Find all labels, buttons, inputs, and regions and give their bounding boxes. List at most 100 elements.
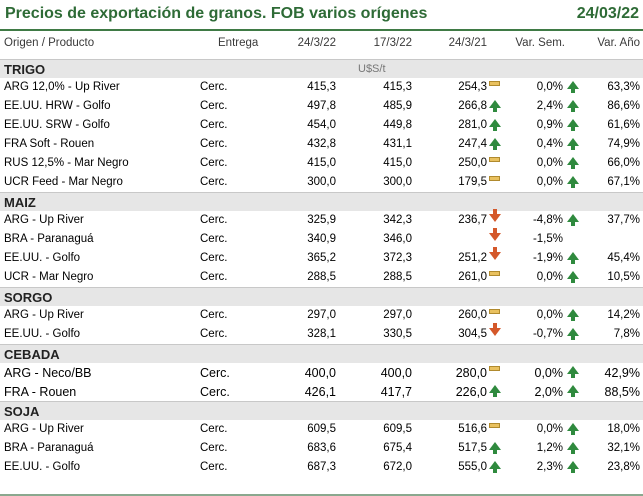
weekly-change: -0,7% [532, 328, 563, 340]
weekly-change: 0,0% [536, 157, 563, 169]
neutral-bar-icon [489, 309, 500, 314]
price-prev-week: 330,5 [383, 328, 412, 340]
section-header: SORGO [0, 287, 643, 306]
section-header: CEBADA [0, 344, 643, 363]
table-row: BRA - Paranaguá Cerc. 683,6 675,4 517,5 1,2% 3… [0, 439, 643, 458]
arrow-up-icon [567, 138, 579, 150]
delivery: Cerc. [200, 233, 228, 245]
neutral-bar-icon [489, 81, 500, 86]
yearly-change: 10,5% [607, 271, 640, 283]
price-current: 288,5 [307, 271, 336, 283]
delivery: Cerc. [200, 176, 228, 188]
weekly-change: 0,9% [536, 119, 563, 131]
price-current: 415,3 [307, 81, 336, 93]
price-prev-week: 431,1 [383, 138, 412, 150]
price-prev-week: 346,0 [383, 233, 412, 245]
price-current: 609,5 [307, 423, 336, 435]
price-current: 687,3 [307, 461, 336, 473]
yearly-change: 7,8% [613, 328, 640, 340]
weekly-change: 0,0% [536, 423, 563, 435]
product-name: EE.UU. - Golfo [4, 328, 81, 340]
arrow-up-icon [567, 157, 579, 169]
yearly-change: 32,1% [607, 442, 640, 454]
delivery: Cerc. [200, 157, 228, 169]
yearly-change: 37,7% [607, 214, 640, 226]
table-row: EE.UU. - Golfo Cerc. 365,2 372,3 251,2 -1,9% 4… [0, 247, 643, 268]
arrow-up-icon [567, 119, 579, 131]
header-weekly-change: Var. Sem. [515, 37, 565, 49]
weekly-change: 0,0% [536, 81, 563, 93]
price-prev-year: 247,4 [458, 138, 487, 150]
yearly-change: 88,5% [604, 385, 640, 399]
table-row: RUS 12,5% - Mar Negro Cerc. 415,0 415,0 250,… [0, 154, 643, 173]
weekly-change: 1,2% [536, 442, 563, 454]
price-table: TRIGO U$S/t ARG 12,0% - Up River Cerc. 415,3… [0, 59, 643, 477]
table-row: BRA - Paranaguá Cerc. 340,9 346,0 -1,5% [0, 228, 643, 249]
price-prev-week: 675,4 [383, 442, 412, 454]
arrow-up-icon [567, 461, 579, 473]
section-header: SOJA [0, 401, 643, 420]
header-date-2: 17/3/22 [373, 37, 412, 49]
section-name: TRIGO [4, 62, 46, 77]
table-row: ARG - Up River Cerc. 297,0 297,0 260,0 0,0% 14… [0, 306, 643, 325]
product-name: EE.UU. HRW - Golfo [4, 100, 111, 112]
weekly-change: 2,3% [536, 461, 563, 473]
price-prev-year: 266,8 [458, 100, 487, 112]
product-name: ARG 12,0% - Up River [4, 81, 120, 93]
bottom-divider [0, 494, 643, 496]
yearly-change: 23,8% [607, 461, 640, 473]
delivery: Cerc. [200, 252, 228, 264]
weekly-change: -4,8% [532, 214, 563, 226]
weekly-change: 0,0% [536, 271, 563, 283]
header-delivery: Entrega [218, 37, 259, 49]
header-date-3: 24/3/21 [448, 37, 487, 49]
price-current: 426,1 [304, 385, 336, 399]
delivery: Cerc. [200, 385, 230, 399]
section-name: SOJA [4, 404, 40, 419]
product-name: FRA - Rouen [4, 385, 77, 399]
arrow-up-icon [489, 461, 501, 473]
arrow-down-icon [489, 323, 501, 336]
price-prev-week: 485,9 [383, 100, 412, 112]
price-current: 297,0 [307, 309, 336, 321]
product-name: ARG - Up River [4, 423, 84, 435]
unit-label: U$S/t [358, 63, 386, 75]
yearly-change: 66,0% [607, 157, 640, 169]
arrow-up-icon [567, 81, 579, 93]
price-current: 683,6 [307, 442, 336, 454]
price-prev-week: 300,0 [383, 176, 412, 188]
yearly-change: 61,6% [607, 119, 640, 131]
arrow-up-icon [567, 366, 579, 378]
section-name: MAIZ [4, 195, 36, 210]
product-name: UCR - Mar Negro [4, 271, 94, 283]
weekly-change: 0,0% [534, 366, 564, 380]
arrow-up-icon [489, 385, 501, 397]
arrow-down-icon [489, 247, 501, 260]
product-name: ARG - Neco/BB [4, 366, 92, 380]
page-title: Precios de exportación de granos. FOB va… [5, 5, 428, 22]
neutral-bar-icon [489, 176, 500, 181]
product-name: EE.UU. - Golfo [4, 461, 81, 473]
arrow-up-icon [489, 100, 501, 112]
price-prev-week: 372,3 [383, 252, 412, 264]
table-row: ARG - Up River Cerc. 325,9 342,3 236,7 -4,8% 3… [0, 209, 643, 230]
table-row: FRA - Rouen Cerc. 426,1 417,7 226,0 2,0% 88,5% [0, 382, 643, 401]
header-yearly-change: Var. Año [597, 37, 640, 49]
product-name: EE.UU. - Golfo [4, 252, 81, 264]
price-prev-week: 288,5 [383, 271, 412, 283]
table-row: EE.UU. HRW - Golfo Cerc. 497,8 485,9 266,8 2,… [0, 97, 643, 116]
report-date: 24/03/22 [576, 5, 639, 22]
neutral-bar-icon [489, 366, 500, 371]
price-prev-year: 251,2 [458, 252, 487, 264]
delivery: Cerc. [200, 461, 228, 473]
price-current: 497,8 [307, 100, 336, 112]
yearly-change: 67,1% [607, 176, 640, 188]
price-prev-year: 250,0 [458, 157, 487, 169]
delivery: Cerc. [200, 138, 228, 150]
price-prev-week: 400,0 [380, 366, 412, 380]
table-row: ARG - Neco/BB Cerc. 400,0 400,0 280,0 0,0% 42,… [0, 363, 643, 382]
price-current: 328,1 [307, 328, 336, 340]
delivery: Cerc. [200, 271, 228, 283]
arrow-up-icon [567, 442, 579, 454]
price-current: 340,9 [307, 233, 336, 245]
